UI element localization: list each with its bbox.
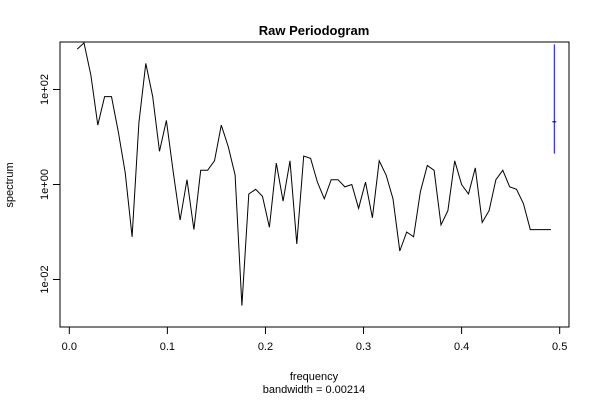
x-tick-label: 0.4 xyxy=(454,341,469,353)
bandwidth-label: bandwidth = 0.00214 xyxy=(263,384,365,396)
spectrum-series-line xyxy=(76,41,551,306)
y-axis-label: spectrum xyxy=(4,162,16,207)
y-tick-label: 1e+02 xyxy=(39,74,51,105)
x-tick-label: 0.0 xyxy=(62,341,77,353)
x-tick-label: 0.2 xyxy=(258,341,273,353)
y-tick-label: 1e-02 xyxy=(39,265,51,293)
series-group xyxy=(76,41,551,306)
x-tick-label: 0.1 xyxy=(160,341,175,353)
chart-title: Raw Periodogram xyxy=(259,23,370,38)
confidence-interval-group xyxy=(552,44,557,154)
y-axis: 1e-02 1e+00 1e+02 xyxy=(39,74,61,294)
x-tick-label: 0.5 xyxy=(552,341,567,353)
x-axis-label: frequency xyxy=(290,371,339,383)
x-axis: 0.0 0.1 0.2 0.3 0.4 0.5 xyxy=(62,326,567,353)
x-tick-label: 0.3 xyxy=(356,341,371,353)
y-tick-label: 1e+00 xyxy=(39,169,51,200)
